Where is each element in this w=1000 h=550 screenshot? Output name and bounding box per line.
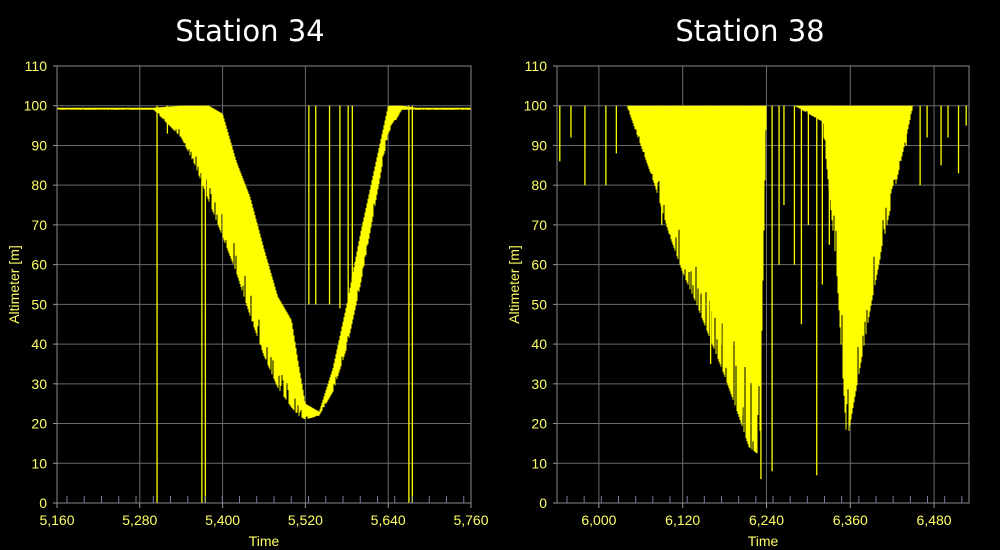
- y-tick-label: 110: [25, 58, 48, 74]
- y-tick-label: 100: [24, 98, 48, 114]
- x-tick-label: 5,160: [39, 512, 74, 528]
- x-tick-label: 5,280: [122, 512, 157, 528]
- chart-title: Station 34: [175, 14, 325, 48]
- y-tick-label: 40: [531, 336, 547, 352]
- x-tick-label: 5,760: [453, 512, 488, 528]
- x-tick-label: 6,120: [665, 512, 700, 528]
- y-tick-label: 60: [531, 257, 547, 273]
- y-tick-label: 10: [31, 455, 47, 471]
- y-tick-label: 0: [39, 495, 47, 511]
- y-tick-label: 10: [531, 455, 547, 471]
- y-tick-label: 20: [531, 416, 547, 432]
- x-tick-label: 5,640: [371, 512, 406, 528]
- y-tick-label: 60: [31, 257, 47, 273]
- y-tick-label: 30: [531, 376, 547, 392]
- chart-svg: 0 10 20 30 40 50 60 70 80 90 100 110 6,000 6,120 6,240…: [506, 58, 970, 549]
- y-tick-label: 100: [524, 98, 548, 114]
- series-band: [626, 105, 914, 454]
- y-tick-label: 70: [31, 217, 47, 233]
- y-tick-label: 110: [525, 58, 548, 74]
- x-tick-label: 5,400: [205, 512, 240, 528]
- y-tick-label: 90: [31, 137, 47, 153]
- y-tick-label: 0: [539, 495, 547, 511]
- x-tick-label: 6,000: [581, 512, 616, 528]
- y-tick-label: 50: [531, 296, 547, 312]
- y-axis-label: Altimeter [m]: [506, 245, 522, 324]
- y-tick-label: 40: [31, 336, 47, 352]
- x-tick-label: 6,240: [749, 512, 784, 528]
- y-tick-label: 80: [531, 177, 547, 193]
- x-tick-label: 6,480: [917, 512, 952, 528]
- x-tick-label: 6,360: [833, 512, 868, 528]
- y-tick-label: 50: [31, 296, 47, 312]
- chart-station-34: Station 34 0 10 20 30 40 50 60 70 80 90 100 110 5,16…: [6, 14, 489, 549]
- y-tick-label: 70: [531, 217, 547, 233]
- y-axis-label: Altimeter [m]: [6, 245, 22, 324]
- chart-svg: 0 10 20 30 40 50 60 70 80 90 100 110 5,160 5,280 5,400…: [6, 58, 489, 549]
- x-axis-label: Time: [249, 533, 280, 549]
- chart-station-38: Station 38 0 10 20 30 40 50 60 70 80 90 100 110 6,00…: [500, 0, 1000, 550]
- x-tick-label: 5,520: [288, 512, 323, 528]
- y-tick-label: 80: [31, 177, 47, 193]
- y-tick-label: 90: [531, 137, 547, 153]
- y-tick-label: 30: [31, 376, 47, 392]
- y-tick-label: 20: [31, 416, 47, 432]
- x-axis-label: Time: [748, 533, 779, 549]
- chart-title: Station 38: [675, 14, 825, 48]
